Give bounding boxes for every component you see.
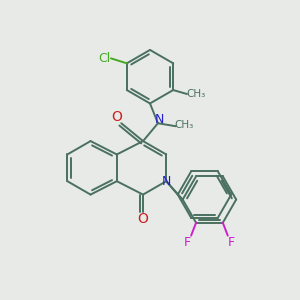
Text: CH₃: CH₃ (186, 89, 206, 99)
Text: CH₃: CH₃ (174, 120, 193, 130)
Text: O: O (111, 110, 122, 124)
Text: O: O (138, 212, 148, 226)
Text: Cl: Cl (98, 52, 110, 65)
Text: N: N (161, 175, 171, 188)
Text: N: N (155, 113, 165, 126)
Text: F: F (184, 236, 191, 249)
Text: F: F (228, 236, 235, 249)
